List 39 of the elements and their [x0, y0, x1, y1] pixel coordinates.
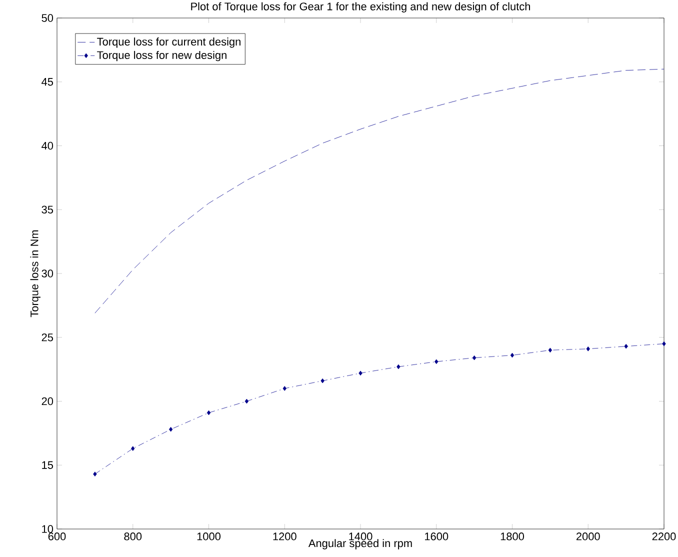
y-tick-label: 30	[42, 270, 54, 278]
x-tick-label: 1400	[349, 532, 372, 540]
x-tick-label: 1200	[273, 532, 296, 540]
point	[168, 426, 173, 432]
point	[93, 472, 97, 476]
point	[206, 410, 211, 416]
chart-title: Plot of Torque loss for Gear 1 for the existing and new design of clutch	[191, 2, 530, 12]
x-axis-title: Angular speed in rpm	[308, 539, 412, 550]
y-axis-title: Torque loss in Nm	[30, 230, 40, 318]
point	[472, 355, 476, 360]
x-tick-label: 1000	[197, 532, 220, 540]
point	[548, 348, 552, 353]
point	[586, 346, 590, 352]
point	[358, 370, 362, 376]
point	[510, 352, 514, 358]
legend-label: Torque loss for current design	[97, 38, 240, 48]
point	[320, 378, 324, 384]
point	[282, 386, 286, 391]
x-tick-label: 1600	[425, 532, 448, 540]
x-tick-label: 1800	[500, 532, 524, 540]
point	[662, 341, 666, 346]
x-tick-label: 600	[48, 532, 66, 540]
x-tick-label: 2200	[652, 532, 676, 540]
x-tick-label: 800	[124, 532, 142, 540]
point	[434, 359, 438, 364]
y-tick-label: 25	[42, 334, 54, 342]
y-tick-label: 15	[42, 461, 54, 469]
legend-label: Torque loss for new design	[97, 50, 226, 62]
y-tick-label: 45	[42, 78, 54, 86]
point	[624, 344, 628, 349]
point	[244, 398, 249, 404]
y-tick-label: 10	[42, 525, 54, 533]
x-tick-label: 2000	[576, 532, 600, 540]
point	[396, 364, 400, 370]
y-tick-label: 20	[42, 397, 54, 406]
y-tick-label: 35	[42, 206, 54, 214]
y-tick-label: 40	[42, 142, 54, 150]
y-tick-label: 50	[42, 14, 54, 22]
point	[131, 446, 135, 451]
